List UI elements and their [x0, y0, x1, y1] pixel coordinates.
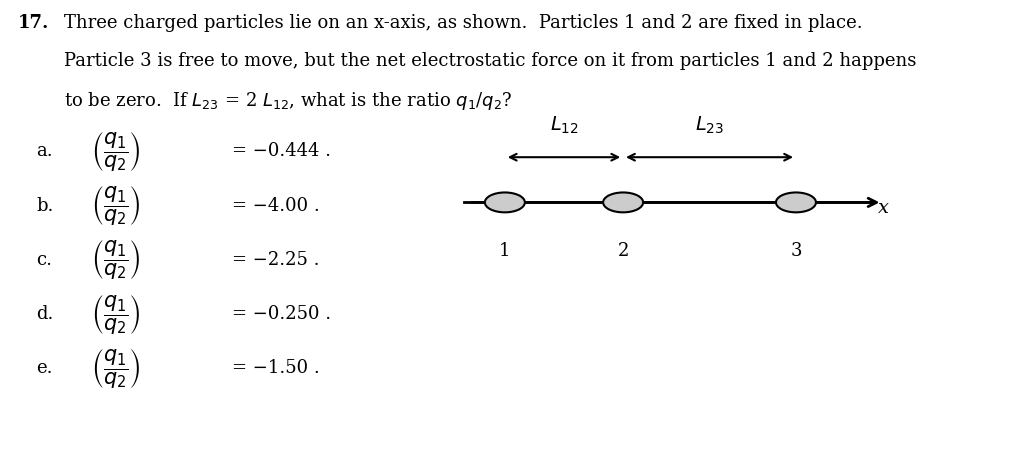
Circle shape — [484, 193, 525, 213]
Text: $L_{23}$: $L_{23}$ — [695, 114, 724, 135]
Text: = −4.00 .: = −4.00 . — [232, 196, 319, 214]
Text: 1: 1 — [499, 241, 511, 259]
Text: = −2.25 .: = −2.25 . — [232, 250, 319, 268]
Text: 3: 3 — [791, 241, 802, 259]
Text: c.: c. — [37, 250, 52, 268]
Text: 2: 2 — [617, 241, 629, 259]
Text: d.: d. — [37, 304, 54, 322]
Text: Particle 3 is free to move, but the net electrostatic force on it from particles: Particle 3 is free to move, but the net … — [63, 52, 916, 70]
Text: Three charged particles lie on an x-axis, as shown.  Particles 1 and 2 are fixed: Three charged particles lie on an x-axis… — [63, 14, 862, 32]
Text: $\left(\dfrac{q_1}{q_2}\right)$: $\left(\dfrac{q_1}{q_2}\right)$ — [91, 129, 140, 173]
Text: = −0.444 .: = −0.444 . — [232, 142, 331, 160]
Text: to be zero.  If $L_{23}$ = 2 $L_{12}$, what is the ratio $q_1$/$q_2$?: to be zero. If $L_{23}$ = 2 $L_{12}$, wh… — [63, 90, 512, 112]
Text: x: x — [878, 198, 889, 216]
Text: = −0.250 .: = −0.250 . — [232, 304, 331, 322]
Text: 17.: 17. — [18, 14, 49, 32]
Text: $\left(\dfrac{q_1}{q_2}\right)$: $\left(\dfrac{q_1}{q_2}\right)$ — [91, 238, 140, 281]
Text: a.: a. — [37, 142, 53, 160]
Text: $\left(\dfrac{q_1}{q_2}\right)$: $\left(\dfrac{q_1}{q_2}\right)$ — [91, 346, 140, 389]
Circle shape — [603, 193, 643, 213]
Text: $\left(\dfrac{q_1}{q_2}\right)$: $\left(\dfrac{q_1}{q_2}\right)$ — [91, 292, 140, 335]
Text: b.: b. — [37, 196, 54, 214]
Text: $L_{12}$: $L_{12}$ — [550, 114, 579, 135]
Text: = −1.50 .: = −1.50 . — [232, 359, 319, 377]
Text: $\left(\dfrac{q_1}{q_2}\right)$: $\left(\dfrac{q_1}{q_2}\right)$ — [91, 184, 140, 227]
Circle shape — [776, 193, 816, 213]
Text: e.: e. — [37, 359, 53, 377]
